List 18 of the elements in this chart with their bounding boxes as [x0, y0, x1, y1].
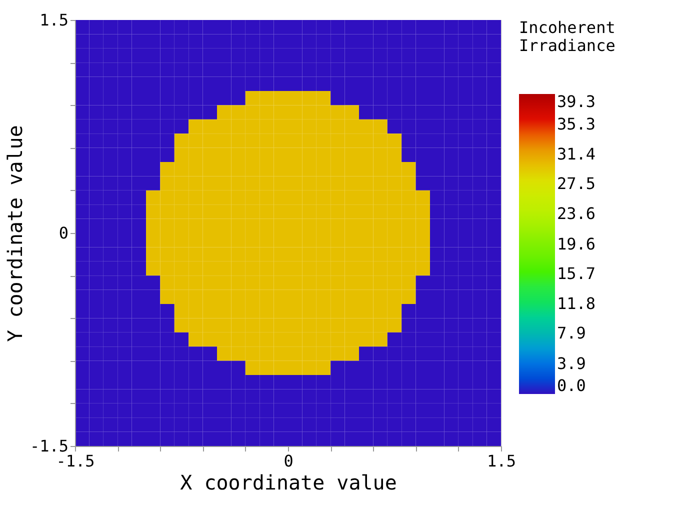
y-axis-title: Y coordinate value [2, 125, 27, 342]
color-bar-label: 35.3 [557, 114, 596, 134]
x-tick-label: 1.5 [487, 452, 516, 470]
color-bar-label: 27.5 [557, 174, 596, 194]
color-bar-label: 31.4 [557, 144, 596, 164]
color-bar-label: 11.8 [557, 294, 596, 313]
y-tick-label: 0 [58, 224, 68, 242]
color-bar-label: 39.3 [557, 92, 596, 111]
color-bar-label: 19.6 [557, 234, 596, 254]
color-bar-label: 23.6 [557, 204, 596, 223]
legend-title: Incoherent Irradiance [519, 18, 616, 55]
color-bar-label: 7.9 [557, 324, 586, 343]
x-tick-label: 0 [284, 452, 294, 470]
x-axis-title: X coordinate value [180, 470, 397, 494]
color-bar-label: 3.9 [557, 354, 586, 374]
color-bar-label: 15.7 [557, 264, 596, 284]
y-tick-label: 1.5 [40, 10, 68, 30]
color-bar-label: 0.0 [557, 376, 586, 395]
